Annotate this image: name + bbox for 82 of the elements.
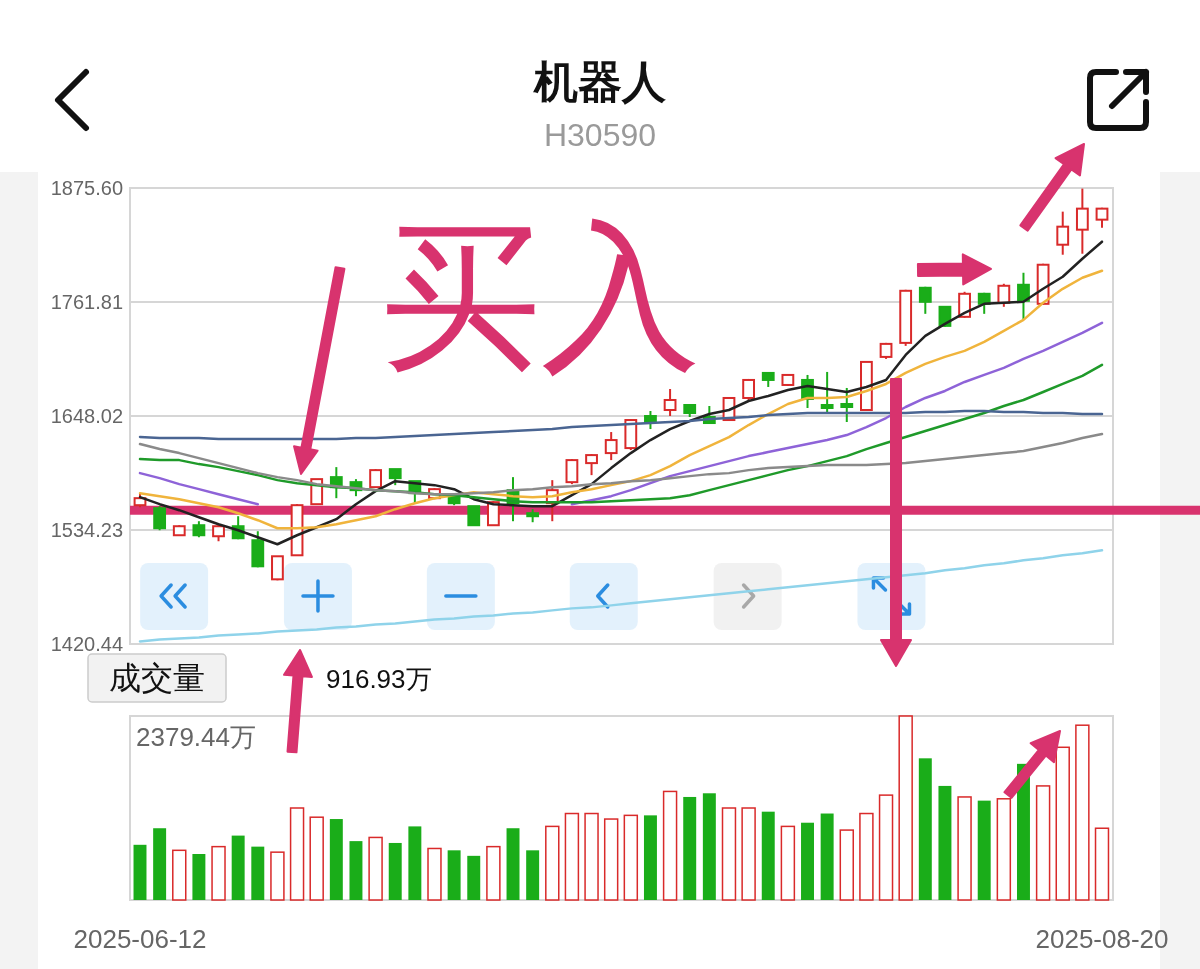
bar bbox=[898, 715, 913, 901]
bar bbox=[957, 796, 972, 901]
candlestick bbox=[1056, 210, 1070, 256]
chart-subtitle: 916.93万 bbox=[326, 664, 432, 694]
bar bbox=[192, 854, 206, 900]
bar bbox=[662, 790, 678, 901]
x-tick-label: 2025-08-20 bbox=[1035, 924, 1169, 954]
candlestick bbox=[1017, 271, 1030, 321]
bar bbox=[859, 812, 874, 901]
candlestick bbox=[1075, 187, 1089, 255]
bar bbox=[467, 855, 481, 900]
line-series bbox=[138, 549, 1104, 643]
bar bbox=[1055, 746, 1070, 901]
bar bbox=[251, 846, 265, 900]
chart-subtitle: H30590 bbox=[543, 117, 657, 153]
candlestick bbox=[644, 410, 657, 431]
bar bbox=[918, 758, 932, 900]
candlestick bbox=[663, 387, 677, 418]
y-tick-label: 1875.60 bbox=[50, 177, 123, 199]
bar bbox=[153, 828, 167, 900]
candlestick bbox=[271, 555, 284, 582]
bar bbox=[741, 807, 756, 901]
bar bbox=[977, 800, 991, 900]
bar bbox=[721, 807, 737, 901]
bar bbox=[270, 851, 285, 901]
bar bbox=[1094, 827, 1110, 901]
y-tick-label: 1648.02 bbox=[50, 405, 123, 427]
annotation: 买入 bbox=[381, 207, 702, 386]
candlestick bbox=[997, 282, 1011, 308]
bar bbox=[603, 818, 619, 901]
bar bbox=[486, 845, 501, 901]
bar bbox=[408, 826, 422, 900]
bar bbox=[309, 816, 324, 901]
bar bbox=[623, 814, 639, 901]
bar bbox=[172, 849, 187, 901]
bar bbox=[938, 785, 952, 900]
candlestick bbox=[840, 386, 854, 424]
bar bbox=[427, 847, 442, 901]
y-tick-label: 1761.81 bbox=[50, 291, 123, 313]
bar bbox=[329, 819, 343, 900]
bar bbox=[545, 825, 560, 901]
bar bbox=[878, 794, 894, 901]
bar bbox=[761, 811, 775, 900]
bar bbox=[584, 812, 599, 901]
candlestick bbox=[486, 500, 500, 527]
candlestick bbox=[369, 468, 382, 489]
bar bbox=[996, 798, 1012, 901]
candlestick bbox=[153, 505, 167, 532]
candlestick bbox=[565, 458, 579, 486]
bar bbox=[683, 796, 697, 900]
candlestick bbox=[820, 370, 834, 414]
bar bbox=[564, 812, 580, 901]
bar bbox=[702, 793, 716, 900]
bar bbox=[211, 845, 226, 901]
line-series bbox=[138, 409, 1104, 441]
bar bbox=[506, 828, 520, 900]
bar bbox=[349, 841, 363, 900]
candlestick bbox=[604, 431, 618, 462]
candlestick bbox=[918, 285, 932, 315]
bar bbox=[447, 850, 461, 900]
bar bbox=[839, 829, 854, 901]
candlestick bbox=[958, 290, 971, 319]
bar bbox=[368, 836, 383, 901]
bar bbox=[780, 825, 796, 901]
chart-title: 机器人 bbox=[532, 57, 666, 106]
bar bbox=[1035, 785, 1051, 901]
bar bbox=[231, 835, 245, 900]
y-tick-label: 1420.44 bbox=[50, 633, 123, 655]
chart-title: 成交量 bbox=[109, 660, 205, 696]
bar bbox=[133, 844, 147, 900]
x-tick-label: 2025-06-12 bbox=[73, 924, 207, 954]
y-tick-label: 1534.23 bbox=[50, 519, 123, 541]
bar bbox=[526, 850, 540, 900]
bar bbox=[643, 815, 657, 900]
candlestick bbox=[467, 505, 481, 527]
bar bbox=[388, 842, 402, 900]
annotation: 2379.44万 bbox=[136, 722, 256, 752]
candlestick bbox=[585, 453, 598, 477]
bar bbox=[820, 813, 834, 900]
bar bbox=[801, 822, 814, 900]
bar bbox=[1075, 724, 1090, 901]
bar bbox=[289, 807, 305, 901]
